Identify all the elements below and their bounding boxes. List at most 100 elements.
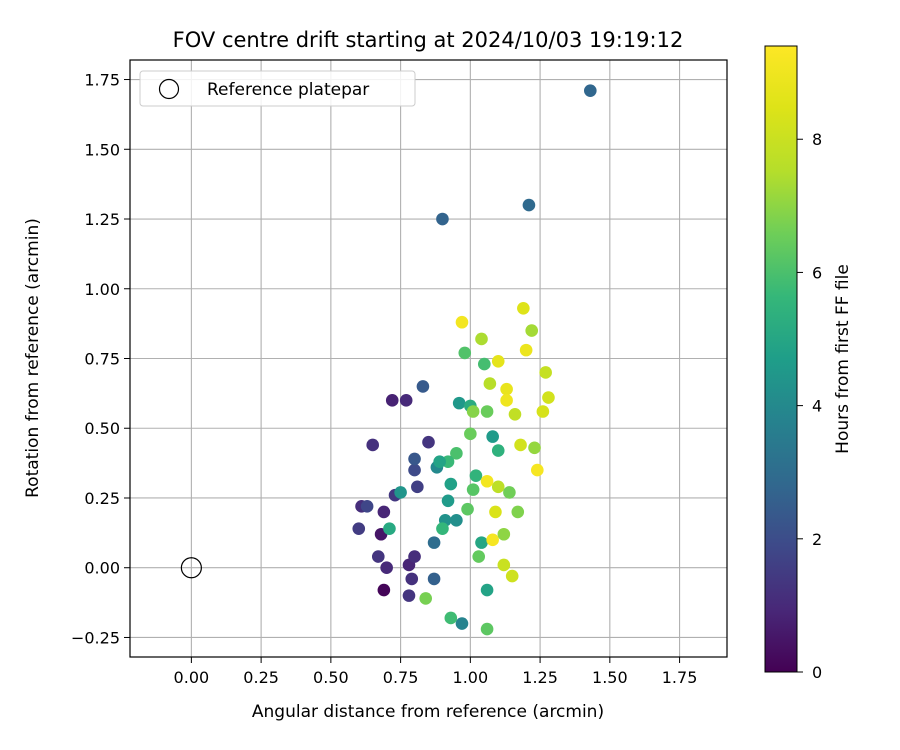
data-point	[517, 301, 530, 315]
chart-title: FOV centre drift starting at 2024/10/03 …	[173, 28, 684, 52]
data-point	[461, 502, 474, 516]
y-tick-label: 0.00	[84, 559, 120, 578]
x-tick-label: 0.75	[383, 668, 419, 687]
data-point	[508, 407, 522, 421]
x-tick-label: 0.25	[243, 668, 279, 687]
data-point	[530, 463, 544, 477]
data-points	[180, 84, 597, 636]
data-point	[416, 380, 430, 393]
data-point	[466, 483, 480, 496]
data-point	[528, 441, 541, 455]
data-point	[522, 198, 536, 212]
data-point	[452, 396, 466, 410]
data-point	[505, 569, 519, 583]
y-tick-label: 1.00	[84, 280, 120, 299]
x-axis-label: Angular distance from reference (arcmin)	[252, 702, 604, 722]
data-point	[584, 84, 597, 97]
data-point	[411, 480, 424, 494]
data-point	[450, 447, 463, 460]
legend-entry-reference: Reference platepar	[207, 80, 369, 100]
data-point	[483, 377, 497, 390]
data-point	[360, 500, 374, 513]
data-point	[489, 505, 502, 519]
data-point	[419, 592, 433, 605]
data-point	[450, 514, 463, 527]
data-point	[475, 332, 488, 346]
x-tick-label: 0.50	[313, 668, 349, 687]
data-point	[497, 527, 511, 541]
data-point	[455, 315, 469, 329]
data-point	[477, 357, 491, 371]
y-tick-label: 0.25	[84, 489, 120, 508]
data-point	[371, 550, 385, 563]
data-point	[480, 474, 494, 488]
data-point	[455, 617, 469, 630]
legend: Reference platepar	[139, 70, 416, 107]
y-tick-label: 1.25	[84, 210, 120, 229]
data-point	[491, 354, 505, 368]
gridlines	[130, 60, 727, 657]
data-point	[500, 382, 513, 396]
data-point	[480, 583, 494, 597]
y-tick-label: 0.75	[84, 350, 120, 369]
data-point	[503, 486, 516, 499]
x-tick-label: 1.75	[662, 668, 698, 687]
data-point	[436, 212, 449, 226]
data-point	[497, 558, 511, 572]
legend-marker-reference	[158, 78, 180, 100]
data-point	[469, 469, 483, 482]
colorbar-tick-label: 2	[812, 530, 822, 549]
data-point	[408, 452, 421, 466]
data-point	[500, 394, 513, 407]
colorbar-label: Hours from first FF file	[833, 264, 853, 454]
data-point	[422, 435, 435, 449]
data-point	[405, 572, 419, 586]
data-point	[486, 533, 499, 547]
x-tick-label: 1.25	[522, 668, 558, 687]
y-tick-label: −0.25	[71, 628, 120, 647]
x-tick-label: 0.00	[174, 668, 210, 687]
y-tick-label: 0.50	[84, 419, 120, 438]
data-point	[408, 463, 421, 477]
data-point	[385, 394, 399, 407]
data-point	[464, 427, 477, 441]
y-tick-label: 1.50	[84, 140, 120, 159]
data-point	[402, 589, 416, 602]
data-point	[444, 611, 458, 625]
data-point	[480, 622, 494, 636]
colorbar: 0 2 4 6 8 Hours from first FF file	[764, 45, 853, 682]
colorbar-tick-label: 6	[812, 263, 822, 282]
data-point	[380, 561, 393, 575]
data-point	[511, 505, 525, 519]
data-point	[536, 405, 550, 418]
data-point	[480, 405, 494, 418]
data-point	[441, 494, 455, 508]
colorbar-tick-label: 4	[812, 397, 822, 416]
data-point	[542, 391, 555, 404]
data-point	[466, 405, 480, 418]
data-point	[383, 522, 396, 535]
data-point	[519, 343, 533, 357]
data-point	[436, 522, 449, 535]
data-point	[366, 438, 380, 452]
data-point	[444, 477, 458, 491]
data-point	[394, 486, 407, 499]
data-point	[458, 346, 472, 360]
x-tick-label: 1.00	[453, 668, 489, 687]
axes: 0.00 0.25 0.50 0.75 1.00 1.25 1.50 1.75 −0.25 0.0…	[71, 71, 697, 687]
data-point	[377, 505, 391, 519]
y-tick-label: 1.75	[84, 71, 120, 90]
data-point	[514, 438, 527, 452]
data-point	[539, 366, 552, 379]
data-point	[352, 522, 366, 535]
colorbar-ticks: 0 2 4 6 8	[797, 130, 822, 682]
data-point	[408, 550, 421, 563]
data-point	[475, 536, 488, 549]
data-point	[486, 430, 499, 443]
data-point	[377, 583, 391, 597]
data-point	[399, 394, 413, 407]
data-point	[433, 455, 446, 469]
colorbar-tick-label: 0	[812, 663, 822, 682]
x-tick-label: 1.50	[592, 668, 628, 687]
